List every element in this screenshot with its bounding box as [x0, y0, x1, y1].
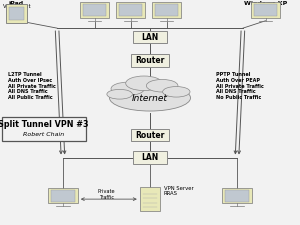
Ellipse shape: [163, 87, 190, 97]
FancyBboxPatch shape: [225, 190, 249, 202]
FancyBboxPatch shape: [251, 2, 280, 18]
FancyBboxPatch shape: [82, 4, 106, 16]
FancyBboxPatch shape: [140, 187, 160, 211]
FancyBboxPatch shape: [133, 31, 167, 43]
Text: Router: Router: [135, 56, 165, 65]
Ellipse shape: [110, 85, 190, 111]
Text: LAN: LAN: [141, 33, 159, 42]
Ellipse shape: [111, 82, 144, 95]
Text: VPN Client: VPN Client: [252, 4, 279, 9]
FancyBboxPatch shape: [10, 7, 23, 20]
Ellipse shape: [107, 89, 132, 99]
FancyBboxPatch shape: [51, 190, 75, 202]
Text: Internet: Internet: [132, 94, 168, 104]
Text: VPN Server
RRAS: VPN Server RRAS: [164, 186, 193, 196]
Ellipse shape: [146, 79, 178, 92]
FancyBboxPatch shape: [2, 117, 85, 141]
FancyBboxPatch shape: [48, 188, 78, 203]
FancyBboxPatch shape: [80, 2, 109, 18]
Text: Router: Router: [135, 130, 165, 140]
Text: Robert Chain: Robert Chain: [23, 133, 64, 137]
FancyBboxPatch shape: [116, 2, 145, 18]
Text: Split Tunnel VPN #3: Split Tunnel VPN #3: [0, 120, 89, 129]
Text: VPN Client: VPN Client: [3, 4, 30, 9]
FancyBboxPatch shape: [133, 151, 167, 164]
Text: Private
Traffic: Private Traffic: [98, 189, 115, 200]
Text: PPTP Tunnel
Auth Over PEAP
All Private Traffic
All DNS Traffic
No Public Traffic: PPTP Tunnel Auth Over PEAP All Private T…: [216, 72, 264, 100]
Text: Windows XP: Windows XP: [244, 1, 287, 6]
FancyBboxPatch shape: [131, 54, 169, 67]
FancyBboxPatch shape: [118, 4, 142, 16]
FancyBboxPatch shape: [131, 129, 169, 141]
FancyBboxPatch shape: [222, 188, 252, 203]
Ellipse shape: [126, 76, 162, 91]
FancyBboxPatch shape: [254, 4, 278, 16]
Text: L2TP Tunnel
Auth Over IPsec
All Private Traffic
All DNS Traffic
All Public Traff: L2TP Tunnel Auth Over IPsec All Private …: [8, 72, 55, 100]
Text: iPad: iPad: [9, 1, 24, 6]
Text: LAN: LAN: [141, 153, 159, 162]
FancyBboxPatch shape: [154, 4, 178, 16]
FancyBboxPatch shape: [152, 2, 181, 18]
FancyBboxPatch shape: [6, 4, 27, 23]
